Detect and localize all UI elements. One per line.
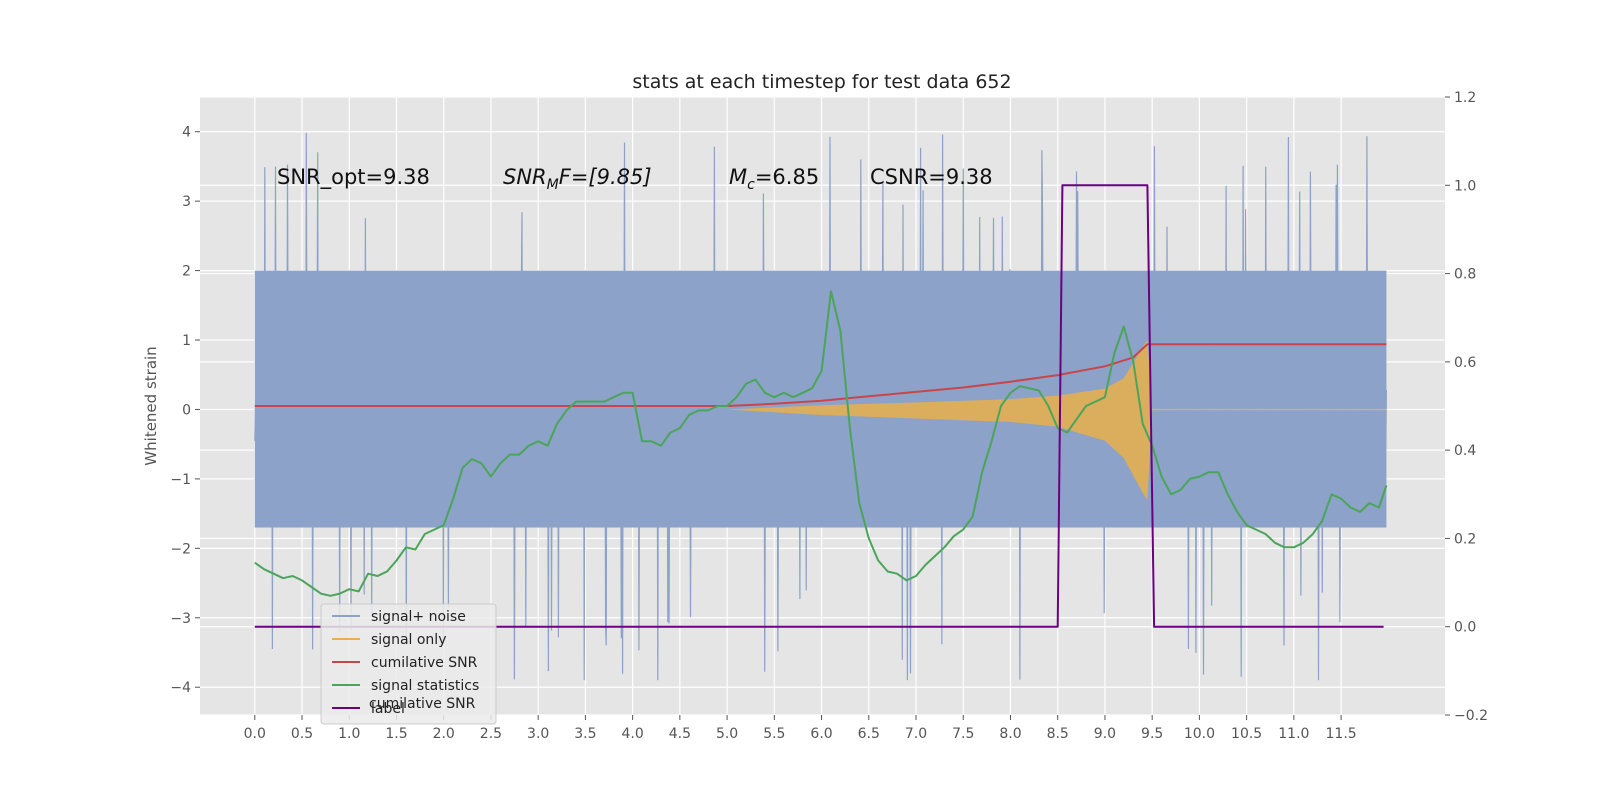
y2-tick-label: 0.6 bbox=[1454, 355, 1476, 371]
signal-only-series bbox=[727, 340, 1389, 500]
legend-box bbox=[320, 603, 497, 725]
y-tick-label: −4 bbox=[170, 680, 191, 696]
x-tick-label: 1.0 bbox=[338, 726, 360, 742]
x-tick-label: 9.5 bbox=[1141, 726, 1163, 742]
x-tick-label: 3.0 bbox=[527, 726, 549, 742]
x-tick-label: 9.0 bbox=[1094, 726, 1116, 742]
cumulative-snr-line bbox=[254, 343, 1387, 407]
x-tick-label: 6.0 bbox=[810, 726, 832, 742]
signal-noise-series bbox=[254, 132, 1387, 681]
annotation-snr-opt: SNR_opt=9.38 bbox=[277, 165, 430, 190]
y-tick-label: −2 bbox=[170, 541, 191, 557]
y-tick-label: 0 bbox=[182, 402, 191, 418]
x-tick-label: 4.0 bbox=[621, 726, 643, 742]
legend: cumilative SNR signal+ noise signal only… bbox=[320, 603, 497, 725]
label-line bbox=[254, 184, 1384, 628]
y2-tick-label: 1.2 bbox=[1454, 90, 1476, 106]
x-tick-label: 11.5 bbox=[1326, 726, 1357, 742]
x-tick-label: 3.5 bbox=[574, 726, 596, 742]
y2-tick-label: −0.2 bbox=[1454, 708, 1488, 724]
y-tick-label: −3 bbox=[170, 611, 191, 627]
y-tick-label: 2 bbox=[182, 264, 191, 280]
y2-tick-label: 0.2 bbox=[1454, 531, 1476, 547]
y-tick-label: −1 bbox=[170, 472, 191, 488]
y2-axis-ticks: 1.2 1.0 0.8 0.6 0.4 0.2 0.0 −0.2 bbox=[1445, 90, 1488, 724]
x-tick-label: 5.5 bbox=[763, 726, 785, 742]
legend-entry-label: label bbox=[371, 701, 405, 717]
x-axis-ticks: 0.0 0.5 1.0 1.5 2.0 2.5 3.0 3.5 4.0 4.5 5.0 5.5 6.0 6… bbox=[244, 715, 1357, 742]
x-tick-label: 0.0 bbox=[244, 726, 266, 742]
x-tick-label: 10.0 bbox=[1184, 726, 1215, 742]
legend-entry-cumulative: cumilative SNR bbox=[371, 655, 478, 671]
x-tick-label: 2.5 bbox=[480, 726, 502, 742]
legend-entry-signal: signal only bbox=[371, 632, 446, 648]
x-tick-label: 0.5 bbox=[291, 726, 313, 742]
annotation-csnr: CSNR=9.38 bbox=[870, 165, 993, 189]
y-axis-label: Whitened strain bbox=[142, 346, 160, 465]
x-tick-label: 10.5 bbox=[1231, 726, 1262, 742]
label-series bbox=[254, 184, 1384, 628]
x-tick-label: 5.0 bbox=[716, 726, 738, 742]
y2-tick-label: 0.8 bbox=[1454, 267, 1476, 283]
annotation-snr-mf: SNRMF=[9.85] bbox=[503, 165, 652, 193]
legend-entry-noise: signal+ noise bbox=[371, 609, 466, 625]
y2-tick-label: 0.4 bbox=[1454, 443, 1476, 459]
y2-tick-label: 0.0 bbox=[1454, 620, 1476, 636]
x-tick-label: 4.5 bbox=[669, 726, 691, 742]
annotation-chirp-mass: Mc=6.85 bbox=[729, 165, 819, 193]
x-tick-label: 6.5 bbox=[858, 726, 880, 742]
y-axis-ticks: 4 3 2 1 0 −1 −2 −3 −4 bbox=[170, 125, 200, 696]
legend-ghost-text: cumilative SNR bbox=[369, 696, 476, 712]
x-tick-label: 1.5 bbox=[385, 726, 407, 742]
signal-statistics-line bbox=[254, 290, 1388, 597]
y-tick-label: 1 bbox=[182, 333, 191, 349]
x-tick-label: 11.0 bbox=[1278, 726, 1309, 742]
x-tick-label: 8.0 bbox=[999, 726, 1021, 742]
signal-statistics-series bbox=[254, 290, 1388, 597]
y-tick-label: 4 bbox=[182, 125, 191, 141]
x-tick-label: 8.5 bbox=[1047, 726, 1069, 742]
signal-band bbox=[727, 340, 1389, 500]
x-tick-label: 7.0 bbox=[905, 726, 927, 742]
x-tick-label: 7.5 bbox=[952, 726, 974, 742]
x-tick-label: 2.0 bbox=[433, 726, 455, 742]
chart-title: stats at each timestep for test data 652 bbox=[632, 71, 1011, 93]
cumulative-snr-series bbox=[254, 343, 1387, 407]
y-tick-label: 3 bbox=[182, 194, 191, 210]
legend-entry-statistics: signal statistics bbox=[371, 678, 479, 694]
y2-tick-label: 1.0 bbox=[1454, 178, 1476, 194]
